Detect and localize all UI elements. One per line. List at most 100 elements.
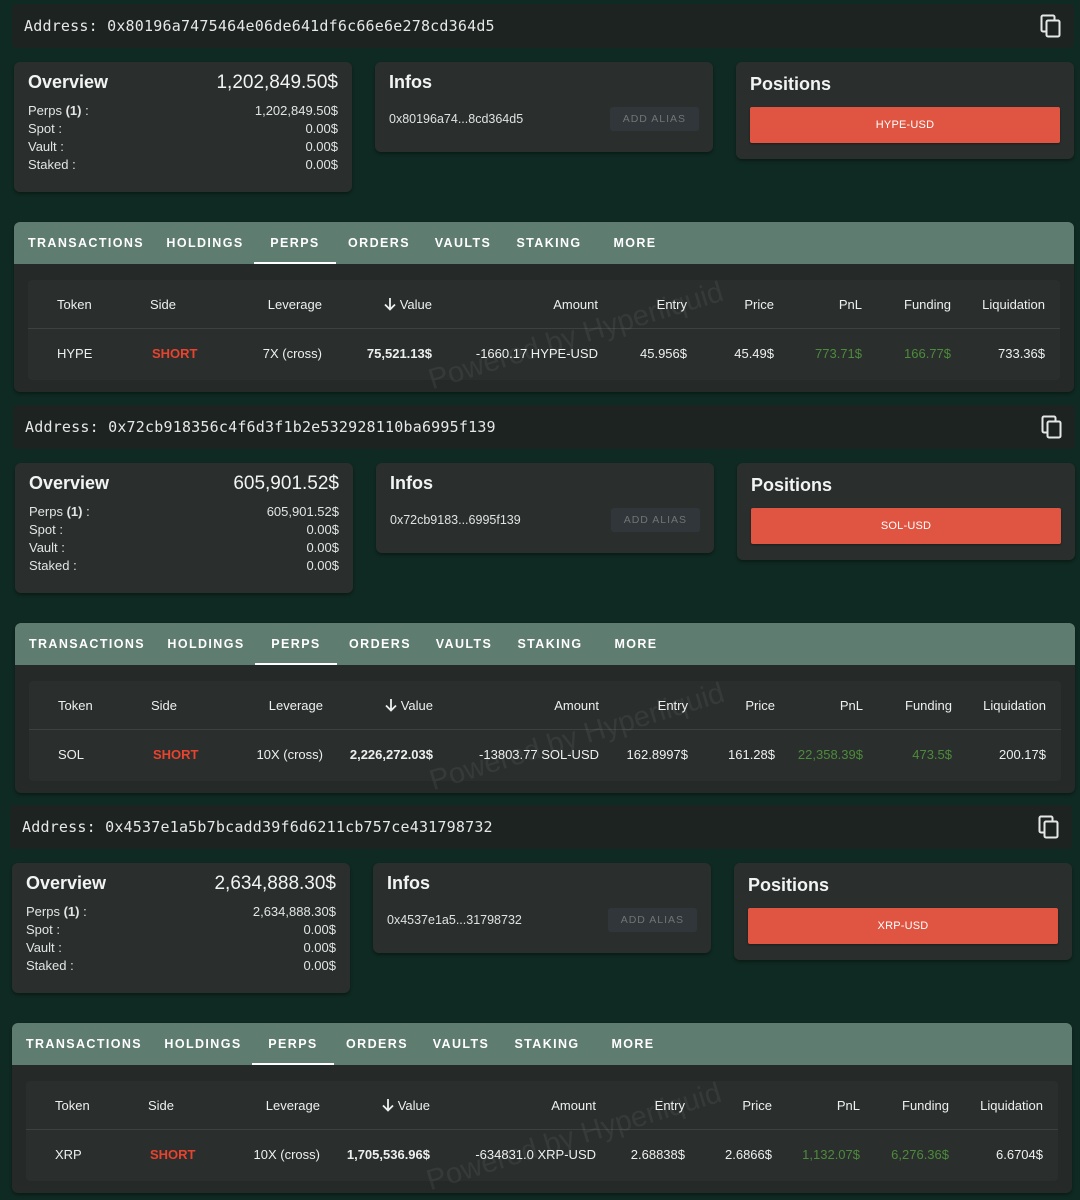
cell-token: XRP xyxy=(55,1146,82,1162)
col-price[interactable]: Price xyxy=(744,296,774,312)
col-pnl[interactable]: PnL xyxy=(838,296,862,312)
tab-vaults[interactable]: VAULTS xyxy=(435,637,493,651)
tab-bar: TRANSACTIONS HOLDINGS PERPS ORDERS VAULT… xyxy=(15,623,1075,665)
address-text[interactable]: Address: 0x80196a7475464e06de641df6c66e6… xyxy=(24,17,495,35)
tab-transactions[interactable]: TRANSACTIONS xyxy=(28,637,146,651)
add-alias-button[interactable]: ADD ALIAS xyxy=(607,908,697,932)
position-button[interactable]: HYPE-USD xyxy=(750,107,1060,143)
col-token[interactable]: Token xyxy=(57,296,92,312)
col-pnl[interactable]: PnL xyxy=(836,1097,860,1113)
col-entry[interactable]: Entry xyxy=(656,296,687,312)
col-price[interactable]: Price xyxy=(742,1097,772,1113)
cell-side: SHORT xyxy=(153,746,199,762)
overview-row-perps: Perps (1) : 1,202,849.50$ xyxy=(28,102,338,120)
col-liquidation[interactable]: Liquidation xyxy=(982,296,1045,312)
cell-side: SHORT xyxy=(152,345,198,361)
cell-price: 45.49$ xyxy=(734,345,774,361)
tab-perps[interactable]: PERPS xyxy=(254,222,336,264)
overview-title: Overview xyxy=(28,72,109,92)
col-entry[interactable]: Entry xyxy=(654,1097,685,1113)
tab-perps[interactable]: PERPS xyxy=(255,623,337,665)
tab-vaults[interactable]: VAULTS xyxy=(434,236,492,250)
overview-row-vault: Vault : 0.00$ xyxy=(29,539,339,557)
copy-icon[interactable] xyxy=(1040,14,1062,38)
overview-perps-label: Perps (1) : xyxy=(29,504,90,519)
col-value[interactable]: Value xyxy=(381,1081,430,1129)
col-side[interactable]: Side xyxy=(148,1097,175,1113)
overview-row-vault: Vault : 0.00$ xyxy=(26,939,336,957)
overview-staked-label: Staked : xyxy=(28,157,76,172)
col-funding[interactable]: Funding xyxy=(902,1097,949,1113)
copy-icon[interactable] xyxy=(1038,815,1060,839)
tab-staking[interactable]: STAKING xyxy=(514,1037,580,1051)
overview-vault-value: 0.00$ xyxy=(305,139,338,154)
table-row[interactable]: SOL SHORT 10X (cross) 2,226,272.03$ -138… xyxy=(29,730,1061,778)
tab-more[interactable]: MORE xyxy=(614,637,658,651)
tab-orders[interactable]: ORDERS xyxy=(349,637,411,651)
col-amount[interactable]: Amount xyxy=(553,296,598,312)
tab-holdings[interactable]: HOLDINGS xyxy=(166,236,244,250)
overview-vault-value: 0.00$ xyxy=(303,940,336,955)
table-row[interactable]: HYPE SHORT 7X (cross) 75,521.13$ -1660.1… xyxy=(28,329,1060,377)
overview-total: 1,202,849.50$ xyxy=(216,72,338,93)
col-amount[interactable]: Amount xyxy=(551,1097,596,1113)
infos-title: Infos xyxy=(387,873,430,893)
tab-more[interactable]: MORE xyxy=(613,236,657,250)
address-text[interactable]: Address: 0x4537e1a5b7bcadd39f6d6211cb757… xyxy=(22,818,493,836)
tab-transactions[interactable]: TRANSACTIONS xyxy=(25,1037,143,1051)
col-leverage[interactable]: Leverage xyxy=(265,1097,320,1113)
overview-row-spot: Spot : 0.00$ xyxy=(29,521,339,539)
col-funding[interactable]: Funding xyxy=(905,697,952,713)
tab-staking[interactable]: STAKING xyxy=(517,637,583,651)
infos-short-address: 0x4537e1a5...31798732 xyxy=(387,913,522,927)
col-price[interactable]: Price xyxy=(745,697,775,713)
tab-transactions[interactable]: TRANSACTIONS xyxy=(27,236,145,250)
overview-spot-label: Spot : xyxy=(29,522,63,537)
cell-price: 161.28$ xyxy=(728,746,775,762)
col-leverage[interactable]: Leverage xyxy=(268,697,323,713)
position-button[interactable]: XRP-USD xyxy=(748,908,1058,944)
overview-row-perps: Perps (1) : 2,634,888.30$ xyxy=(26,903,336,921)
col-leverage[interactable]: Leverage xyxy=(267,296,322,312)
overview-perps-value: 1,202,849.50$ xyxy=(254,103,338,118)
add-alias-button[interactable]: ADD ALIAS xyxy=(609,107,699,131)
tab-orders[interactable]: ORDERS xyxy=(346,1037,408,1051)
tab-holdings[interactable]: HOLDINGS xyxy=(167,637,245,651)
table-row[interactable]: XRP SHORT 10X (cross) 1,705,536.96$ -634… xyxy=(26,1130,1058,1178)
wallet-section-3: Address: 0x4537e1a5b7bcadd39f6d6211cb757… xyxy=(0,801,1078,1200)
positions-card: Positions SOL-USD xyxy=(737,463,1075,560)
address-text[interactable]: Address: 0x72cb918356c4f6d3f1b2e53292811… xyxy=(25,418,496,436)
cell-value: 75,521.13$ xyxy=(366,345,432,361)
infos-short-address: 0x72cb9183...6995f139 xyxy=(390,513,521,527)
col-token[interactable]: Token xyxy=(58,697,93,713)
col-funding[interactable]: Funding xyxy=(904,296,951,312)
col-pnl[interactable]: PnL xyxy=(839,697,863,713)
cell-liquidation: 6.6704$ xyxy=(996,1146,1043,1162)
tab-more[interactable]: MORE xyxy=(611,1037,655,1051)
cell-price: 2.6866$ xyxy=(725,1146,772,1162)
add-alias-button[interactable]: ADD ALIAS xyxy=(610,508,700,532)
tab-orders[interactable]: ORDERS xyxy=(348,236,410,250)
overview-staked-value: 0.00$ xyxy=(305,157,338,172)
col-entry[interactable]: Entry xyxy=(657,697,688,713)
tab-vaults[interactable]: VAULTS xyxy=(432,1037,490,1051)
col-liquidation[interactable]: Liquidation xyxy=(983,697,1046,713)
col-amount[interactable]: Amount xyxy=(554,697,599,713)
col-liquidation[interactable]: Liquidation xyxy=(980,1097,1043,1113)
position-button[interactable]: SOL-USD xyxy=(751,508,1061,544)
cell-funding: 6,276.36$ xyxy=(891,1146,949,1162)
tab-staking[interactable]: STAKING xyxy=(516,236,582,250)
tab-perps[interactable]: PERPS xyxy=(252,1023,334,1065)
col-token[interactable]: Token xyxy=(55,1097,90,1113)
cell-liquidation: 200.17$ xyxy=(999,746,1046,762)
copy-icon[interactable] xyxy=(1041,415,1063,439)
col-side[interactable]: Side xyxy=(151,697,178,713)
col-value[interactable]: Value xyxy=(384,681,433,729)
wallet-section-1: Address: 0x80196a7475464e06de641df6c66e6… xyxy=(0,0,1080,400)
col-side[interactable]: Side xyxy=(150,296,177,312)
overview-vault-label: Vault : xyxy=(29,540,65,555)
col-value[interactable]: Value xyxy=(383,280,432,328)
tab-panel: TRANSACTIONS HOLDINGS PERPS ORDERS VAULT… xyxy=(12,1023,1072,1197)
tab-holdings[interactable]: HOLDINGS xyxy=(164,1037,242,1051)
